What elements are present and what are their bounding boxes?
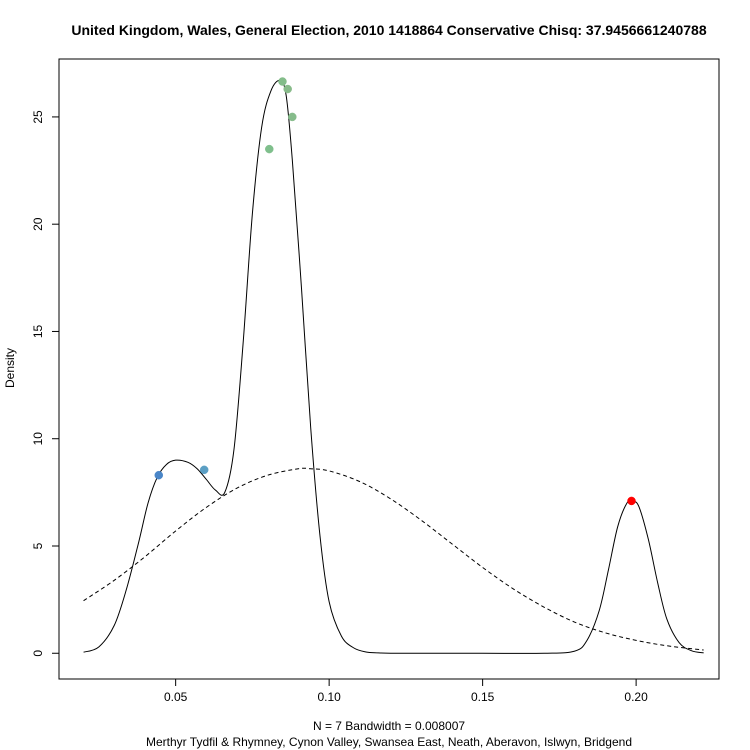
x-axis: 0.05 0.10 0.15 0.20 (164, 678, 648, 704)
y-tick-label: 25 (31, 110, 45, 124)
plot-frame (58, 58, 720, 680)
data-point (154, 470, 164, 480)
y-tick-label: 5 (31, 542, 45, 549)
data-point (265, 144, 274, 154)
x-tick-label: 0.20 (624, 690, 648, 704)
normal-reference-curve (83, 467, 704, 651)
density-curve (83, 79, 704, 654)
x-axis-label-line2: Merthyr Tydfil & Rhymney, Cynon Valley, … (146, 735, 632, 749)
y-tick-label: 20 (31, 217, 45, 231)
data-point (288, 112, 297, 122)
x-tick-label: 0.10 (317, 690, 341, 704)
y-axis-label: Density (3, 348, 17, 388)
y-axis: 0 5 10 15 20 25 (31, 110, 60, 657)
data-point (283, 84, 292, 94)
points-layer (154, 77, 636, 506)
chart-title: United Kingdom, Wales, General Election,… (71, 22, 706, 38)
x-tick-label: 0.05 (164, 690, 188, 704)
x-axis-label-line1: N = 7 Bandwidth = 0.008007 (313, 719, 465, 733)
data-point (278, 77, 287, 86)
series-layer (83, 79, 704, 654)
data-point (199, 465, 209, 475)
data-point (627, 496, 636, 506)
y-tick-label: 15 (31, 324, 45, 338)
y-tick-label: 10 (31, 432, 45, 446)
x-tick-label: 0.15 (471, 690, 495, 704)
y-tick-label: 0 (31, 650, 45, 657)
